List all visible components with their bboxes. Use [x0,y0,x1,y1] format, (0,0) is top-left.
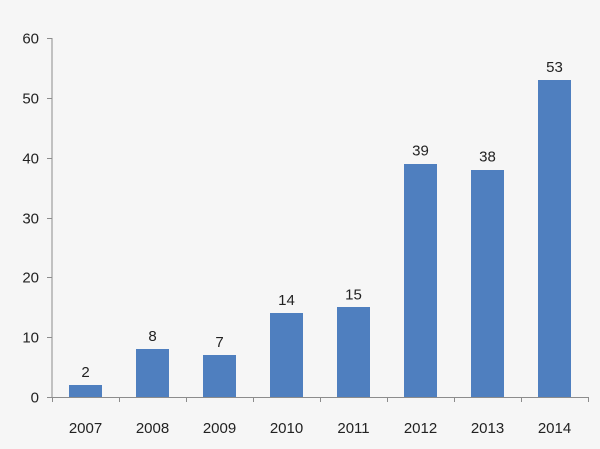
bar-2014 [538,80,571,397]
y-tick-label: 50 [22,91,39,108]
x-tick-label: 2012 [404,420,437,437]
data-label-2010: 14 [278,292,295,309]
bar-2013 [471,170,504,397]
data-label-2013: 38 [479,149,496,166]
bar-2010 [270,313,303,397]
data-labels: 2 8 7 14 15 39 38 53 [81,59,563,381]
x-tick-label: 2010 [270,420,303,437]
x-tick-label: 2013 [471,420,504,437]
data-label-2011: 15 [345,286,362,303]
data-label-2014: 53 [546,59,563,76]
x-tick-label: 2007 [69,420,102,437]
x-axis: 2007 2008 2009 2010 2011 2012 2013 2014 [52,397,589,437]
x-tick-label: 2011 [337,420,369,437]
bar-2011 [337,307,370,397]
y-tick-label: 30 [22,211,39,228]
y-tick-label: 10 [22,330,39,347]
x-tick-label: 2008 [136,420,169,437]
y-tick-label: 0 [31,390,39,407]
y-axis: 0 10 20 30 40 50 60 [22,31,53,407]
bar-2009 [203,355,236,397]
bar-2007 [69,385,102,397]
bar-2008 [136,349,169,397]
x-tick-label: 2009 [203,420,236,437]
data-label-2007: 2 [81,364,89,381]
data-label-2012: 39 [412,143,429,160]
y-tick-label: 60 [22,31,39,48]
data-label-2008: 8 [148,328,156,345]
bar-2012 [404,164,437,397]
bars [69,80,571,397]
x-tick-label: 2014 [538,420,571,437]
y-tick-label: 40 [22,151,39,168]
data-label-2009: 7 [215,334,223,351]
y-tick-label: 20 [22,270,39,287]
